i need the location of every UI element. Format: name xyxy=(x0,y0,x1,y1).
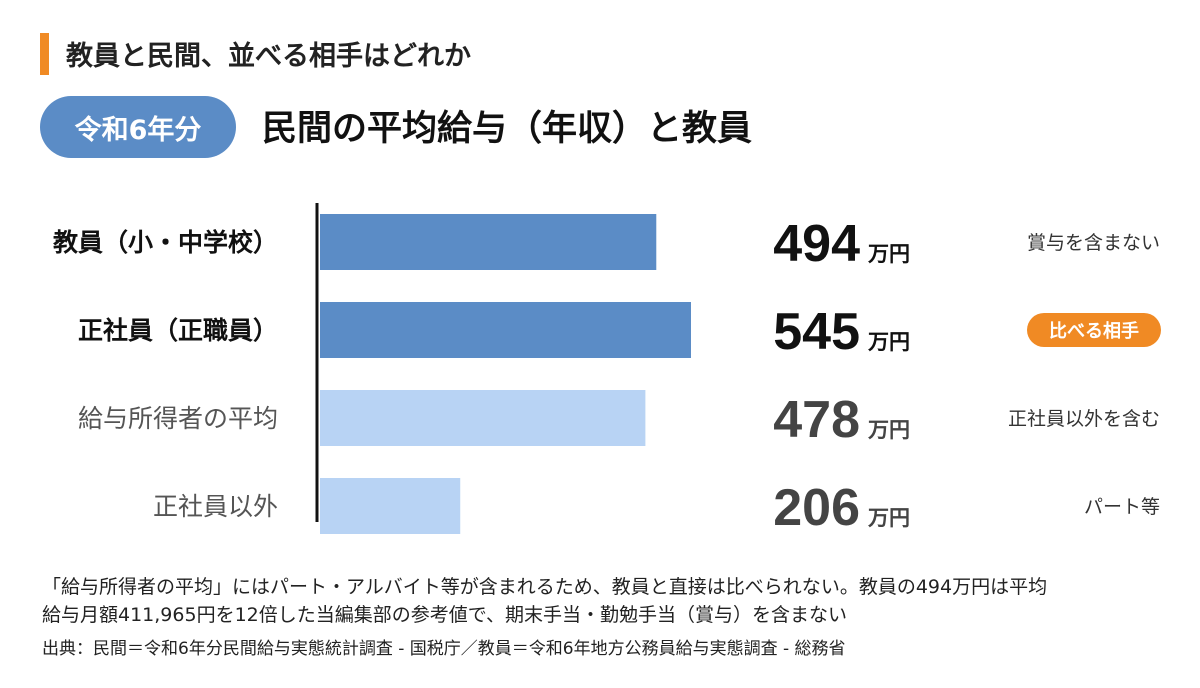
unit-label: 万円 xyxy=(867,506,910,530)
bar xyxy=(320,478,461,534)
header-accent-bar xyxy=(40,33,49,75)
unit-label: 万円 xyxy=(867,330,910,354)
year-pill: 令和6年分 xyxy=(40,96,236,158)
chart-title: 民間の平均給与（年収）と教員 xyxy=(262,109,753,149)
bar xyxy=(320,390,646,446)
source-note: 出典：民間＝令和6年分民間給与実態統計調査 - 国税庁／教員＝令和6年地方公務員… xyxy=(42,639,846,659)
footnote: 「給与所得者の平均」にはパート・アルバイト等が含まれるため、教員と直接は比べられ… xyxy=(42,573,1172,629)
compare-badge-label: 比べる相手 xyxy=(1049,320,1139,342)
category-label: 給与所得者の平均 xyxy=(78,404,278,433)
compare-badge xyxy=(1027,313,1161,347)
header-subtitle: 教員と民間、並べる相手はどれか xyxy=(66,41,471,72)
unit-label: 万円 xyxy=(867,418,910,442)
category-label: 教員（小・中学校） xyxy=(53,228,278,257)
note-label: 正社員以外を含む xyxy=(1008,408,1160,430)
footnote-line-2: 給与月額411,965円を12倍した当編集部の参考値で、期末手当・勤勉手当（賞与… xyxy=(42,604,847,626)
unit-label: 万円 xyxy=(867,242,910,266)
value-label: 206 xyxy=(773,479,860,537)
bar xyxy=(320,214,657,270)
value-label: 494 xyxy=(773,215,860,273)
category-label: 正社員以外 xyxy=(153,492,278,521)
note-label: 賞与を含まない xyxy=(1027,232,1160,254)
note-label: パート等 xyxy=(1084,496,1160,518)
value-label: 478 xyxy=(773,391,860,449)
value-label: 545 xyxy=(773,303,860,361)
category-label: 正社員（正職員） xyxy=(78,316,278,345)
bar xyxy=(320,302,691,358)
footnote-line-1: 「給与所得者の平均」にはパート・アルバイト等が含まれるため、教員と直接は比べられ… xyxy=(42,576,1048,598)
